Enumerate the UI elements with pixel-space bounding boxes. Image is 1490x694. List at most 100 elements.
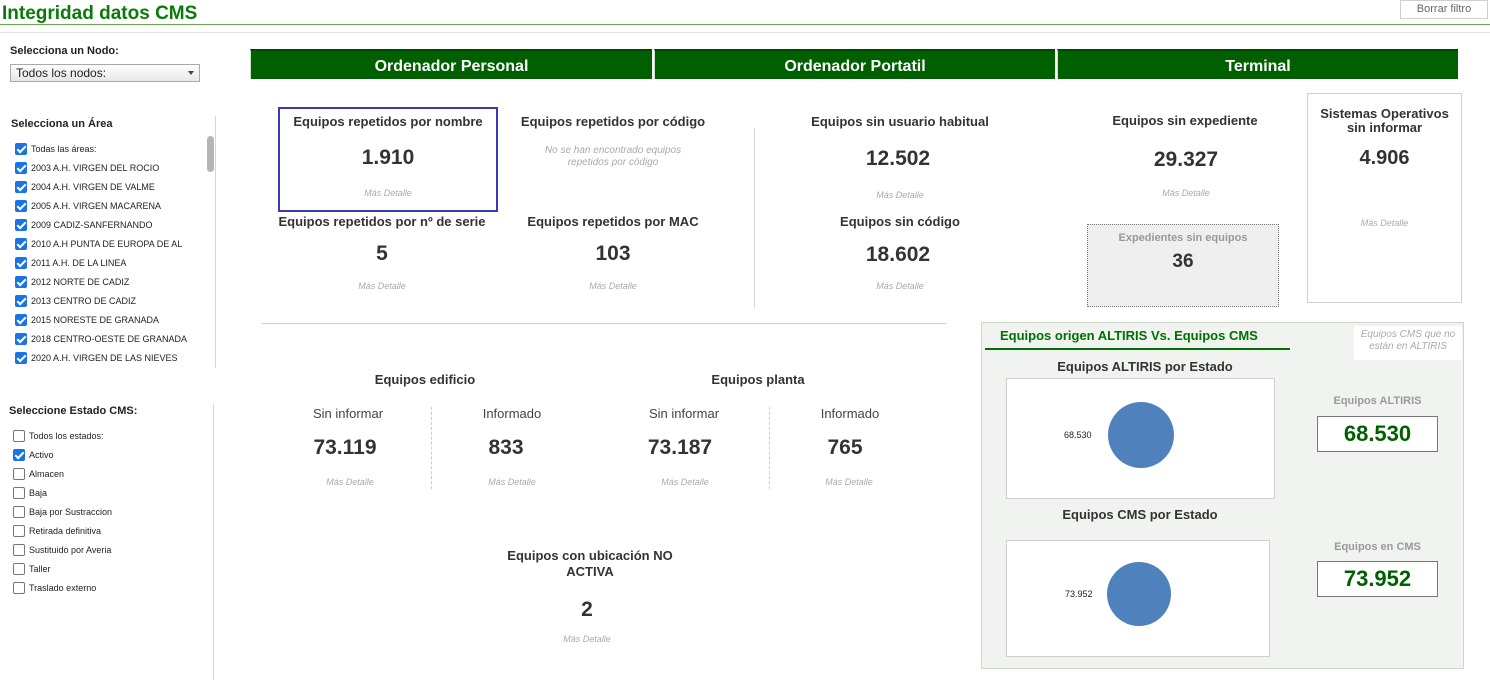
area-checkbox-label: 2012 NORTE DE CADIZ — [31, 276, 130, 287]
estado-checkbox[interactable] — [13, 505, 25, 518]
edificio-informado-value[interactable]: 833 — [488, 436, 524, 459]
estado-checkbox-label: Traslado externo — [29, 582, 97, 593]
sin-codigo-title: Equipos sin código — [840, 214, 960, 229]
area-checkbox-row[interactable]: 2010 A.H PUNTA DE EUROPA DE AL — [15, 234, 200, 253]
estado-checkbox-row[interactable]: Almacen — [13, 464, 203, 483]
area-checkbox[interactable] — [15, 294, 27, 307]
estado-checkbox-row[interactable]: Todos los estados: — [13, 426, 203, 445]
edificio-sin-informar-value[interactable]: 73.119 — [313, 436, 377, 459]
area-checkbox-row[interactable]: 2011 A.H. DE LA LINEA — [15, 253, 200, 272]
area-checkbox[interactable] — [15, 142, 27, 155]
area-checkbox[interactable] — [15, 199, 27, 212]
estado-checkbox[interactable] — [13, 524, 25, 537]
area-checkbox-row[interactable]: Todas las áreas: — [15, 139, 200, 158]
area-checkbox[interactable] — [15, 218, 27, 231]
planta-sin-detail-link[interactable]: Más Detalle — [661, 477, 709, 487]
cms-kpi-label: Equipos en CMS — [1334, 541, 1421, 553]
estado-checkbox-row[interactable]: Retirada definitiva — [13, 521, 203, 540]
cms-kpi-value: 73.952 — [1317, 561, 1438, 597]
area-checkbox[interactable] — [15, 256, 27, 269]
area-checkbox-row[interactable]: 2012 NORTE DE CADIZ — [15, 272, 200, 291]
rep-serie-value[interactable]: 5 — [376, 242, 388, 265]
area-checkbox-row[interactable]: 2004 A.H. VIRGEN DE VALME — [15, 177, 200, 196]
area-list-scrollbar[interactable] — [207, 136, 214, 172]
area-checkbox-label: 2020 A.H. VIRGEN DE LAS NIEVES — [31, 352, 178, 363]
estado-checkbox[interactable] — [13, 429, 25, 442]
so-sin-informar-card[interactable]: Sistemas Operativos sin informar 4.906 M… — [1307, 93, 1462, 303]
edificio-inf-detail-link[interactable]: Más Detalle — [488, 477, 536, 487]
estado-checkbox-label: Activo — [29, 449, 54, 460]
rep-mac-value[interactable]: 103 — [595, 242, 631, 265]
estado-checkbox[interactable] — [13, 562, 25, 575]
planta-inf-detail-link[interactable]: Más Detalle — [825, 477, 873, 487]
estado-checkbox-row[interactable]: Taller — [13, 559, 203, 578]
rep-nombre-detail-link[interactable]: Más Detalle — [364, 188, 412, 198]
sin-codigo-detail-link[interactable]: Más Detalle — [876, 281, 924, 291]
expedientes-sin-equipos-card[interactable]: Expedientes sin equipos 36 — [1087, 224, 1279, 307]
so-sin-informar-detail-link[interactable]: Más Detalle — [1360, 218, 1409, 228]
no-activa-value[interactable]: 2 — [581, 598, 593, 621]
estado-checkbox-row[interactable]: Sustituido por Averia — [13, 540, 203, 559]
cms-pie-slice[interactable] — [1107, 562, 1171, 626]
clear-filter-button[interactable]: Borrar filtro — [1400, 0, 1488, 19]
estado-checkbox-row[interactable]: Activo — [13, 445, 203, 464]
estado-checkbox[interactable] — [13, 581, 25, 594]
area-checkbox-row[interactable]: 2003 A.H. VIRGEN DEL ROCIO — [15, 158, 200, 177]
cms-not-in-altiris-link[interactable]: Equipos CMS que no están en ALTIRIS — [1354, 326, 1462, 360]
rep-serie-detail-link[interactable]: Más Detalle — [358, 281, 406, 291]
edificio-sin-informar-label: Sin informar — [312, 406, 384, 421]
sin-usuario-detail-link[interactable]: Más Detalle — [876, 190, 924, 200]
area-checkbox-row[interactable]: 2005 A.H. VIRGEN MACARENA — [15, 196, 200, 215]
node-select-value: Todos los nodos: — [16, 66, 107, 80]
estado-checkbox[interactable] — [13, 486, 25, 499]
altiris-pie-chart[interactable]: 68.530 — [1006, 378, 1275, 499]
estado-checkbox[interactable] — [13, 467, 25, 480]
dashed-divider — [769, 407, 770, 489]
area-checkbox-label: 2010 A.H PUNTA DE EUROPA DE AL — [31, 238, 183, 249]
sin-usuario-value[interactable]: 12.502 — [865, 147, 931, 170]
sin-codigo-value[interactable]: 18.602 — [865, 243, 931, 266]
tab-ordenador-portatil[interactable]: Ordenador Portatil — [654, 49, 1055, 79]
area-checkbox-row[interactable]: 2015 NORESTE DE GRANADA — [15, 310, 200, 329]
so-sin-informar-title: Sistemas Operativos sin informar — [1320, 106, 1449, 135]
sin-expediente-value[interactable]: 29.327 — [1153, 148, 1219, 171]
planta-informado-value[interactable]: 765 — [827, 436, 863, 459]
estado-checkbox-row[interactable]: Baja por Sustraccion — [13, 502, 203, 521]
no-activa-detail-link[interactable]: Más Detalle — [563, 634, 611, 644]
rep-nombre-value[interactable]: 1.910 — [361, 146, 415, 169]
area-checkbox-row[interactable]: 2013 CENTRO DE CADIZ — [15, 291, 200, 310]
area-checkbox[interactable] — [15, 332, 27, 345]
tab-terminal[interactable]: Terminal — [1057, 49, 1458, 79]
estado-checkbox-label: Taller — [29, 563, 51, 574]
planta-sin-informar-value[interactable]: 73.187 — [647, 436, 713, 459]
altiris-pie-svg: 68.530 — [1064, 402, 1174, 468]
estado-checkbox-row[interactable]: Baja — [13, 483, 203, 502]
rep-mac-detail-link[interactable]: Más Detalle — [589, 281, 637, 291]
title-underline — [0, 24, 1490, 25]
edificio-sin-detail-link[interactable]: Más Detalle — [326, 477, 374, 487]
estado-checkbox-row[interactable]: Traslado externo — [13, 578, 203, 597]
tab-ordenador-personal[interactable]: Ordenador Personal — [250, 49, 652, 79]
area-checkbox[interactable] — [15, 351, 27, 364]
altiris-kpi-value: 68.530 — [1317, 416, 1438, 452]
area-checkbox[interactable] — [15, 161, 27, 174]
estado-checkbox-label: Almacen — [29, 468, 65, 479]
altiris-pie-slice[interactable] — [1108, 402, 1174, 468]
area-checkbox[interactable] — [15, 180, 27, 193]
node-filter-label: Selecciona un Nodo: — [10, 45, 119, 57]
estado-checkbox-label: Retirada definitiva — [29, 525, 102, 536]
estado-checkbox[interactable] — [13, 448, 25, 461]
estado-checkbox[interactable] — [13, 543, 25, 556]
area-checkbox-row[interactable]: 2018 CENTRO-OESTE DE GRANADA — [15, 329, 200, 348]
area-filter-label: Selecciona un Área — [11, 118, 113, 130]
area-checkbox[interactable] — [15, 237, 27, 250]
planta-sin-informar-label: Sin informar — [648, 406, 720, 421]
area-list-border — [215, 116, 216, 368]
area-checkbox-row[interactable]: 2020 A.H. VIRGEN DE LAS NIEVES — [15, 348, 200, 367]
area-checkbox-row[interactable]: 2009 CADIZ-SANFERNANDO — [15, 215, 200, 234]
area-checkbox[interactable] — [15, 275, 27, 288]
cms-pie-chart[interactable]: 73.952 — [1006, 540, 1270, 657]
area-checkbox[interactable] — [15, 313, 27, 326]
node-select[interactable]: Todos los nodos: — [10, 64, 200, 82]
sin-expediente-detail-link[interactable]: Más Detalle — [1162, 188, 1210, 198]
